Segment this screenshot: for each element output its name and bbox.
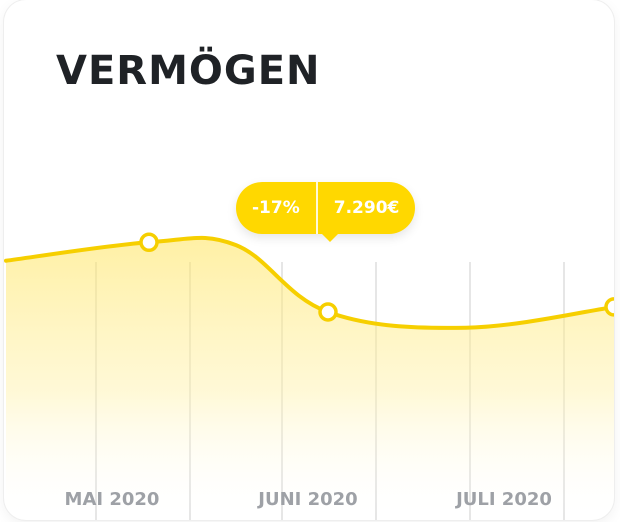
x-tick-label: JUNI 2020 <box>256 489 357 510</box>
wealth-chart: MAI 2020 JUNI 2020 JULI 2020 <box>4 232 614 520</box>
data-point-marker[interactable] <box>139 232 159 253</box>
tooltip-divider <box>315 182 318 234</box>
data-point-marker[interactable] <box>604 297 614 317</box>
tooltip-change: -17% <box>252 198 300 218</box>
tooltip-value: 7.290€ <box>333 198 400 218</box>
data-markers <box>139 232 614 322</box>
x-tick-label: JULI 2020 <box>454 489 552 510</box>
value-tooltip: -17% 7.290€ <box>236 182 416 242</box>
wealth-card: VERMÖGEN MAI 2020 JUNI 2020 JULI 2020 -17%… <box>4 0 614 520</box>
series-area <box>6 237 614 520</box>
data-point-marker[interactable] <box>318 302 338 322</box>
series-line <box>4 235 614 330</box>
card-title: VERMÖGEN <box>56 48 321 94</box>
x-tick-label: MAI 2020 <box>65 489 160 510</box>
x-axis-labels: MAI 2020 JUNI 2020 JULI 2020 <box>65 489 552 510</box>
